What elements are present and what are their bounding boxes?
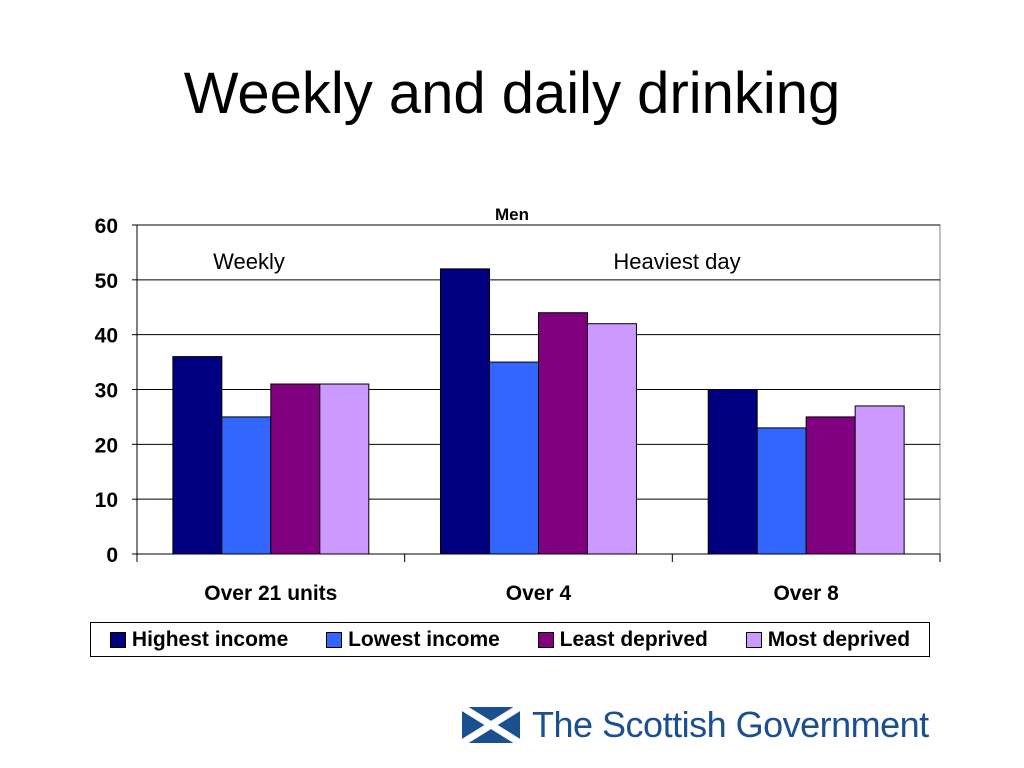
- legend-swatch: [537, 631, 554, 648]
- x-tick-labels: Over 21 units Over 4 Over 8: [204, 582, 839, 605]
- bar-highest-income: [440, 268, 491, 555]
- legend-swatch: [109, 631, 126, 648]
- slide-title: Weekly and daily drinking: [183, 61, 841, 126]
- legend-item-lowest-income: Lowest income: [326, 628, 500, 652]
- x-tick-label: Over 21 units: [204, 582, 337, 605]
- bar-most-deprived: [854, 405, 905, 555]
- scottish-government-logo: The Scottish Government: [462, 704, 929, 746]
- saltire-flag-icon: [462, 707, 520, 743]
- y-tick-label: 20: [95, 434, 118, 457]
- y-tick-label: 50: [95, 270, 118, 293]
- legend-item-most-deprived: Most deprived: [745, 627, 911, 652]
- y-tick-label: 0: [106, 544, 118, 567]
- legend-label: Highest income: [131, 627, 289, 651]
- axes: [132, 224, 941, 562]
- y-tick-label: 60: [95, 215, 118, 238]
- annotation-weekly: Weekly: [213, 249, 285, 274]
- legend-item-highest-income: Highest income: [109, 627, 289, 652]
- bar-lowest-income: [756, 427, 807, 555]
- bars: [172, 268, 905, 555]
- x-tick-label: Over 4: [506, 582, 572, 605]
- logo-text: The Scottish Government: [532, 704, 929, 745]
- x-tick-label: Over 8: [773, 582, 839, 605]
- y-tick-labels: 0 10 20 30 40 50 60: [95, 215, 118, 567]
- bar-lowest-income: [489, 361, 539, 555]
- bar-lowest-income: [221, 416, 272, 555]
- chart-title: Men: [495, 205, 529, 224]
- bar-least-deprived: [805, 416, 856, 555]
- bar-least-deprived: [538, 312, 588, 555]
- bar-most-deprived: [319, 383, 370, 555]
- bar-least-deprived: [270, 383, 321, 555]
- legend-swatch: [326, 631, 343, 648]
- bar-highest-income: [707, 389, 758, 555]
- legend-label: Lowest income: [348, 627, 500, 651]
- bar-most-deprived: [586, 323, 637, 555]
- legend-item-least-deprived: Least deprived: [537, 627, 708, 652]
- y-tick-label: 30: [95, 380, 118, 403]
- legend-label: Most deprived: [767, 627, 911, 651]
- legend-label: Least deprived: [559, 627, 708, 651]
- legend: Highest income Lowest income Least depri…: [90, 622, 930, 657]
- bar-highest-income: [172, 356, 223, 555]
- annotation-heaviest-day: Heaviest day: [613, 249, 740, 274]
- legend-swatch: [745, 631, 762, 648]
- y-tick-label: 10: [95, 489, 118, 512]
- y-tick-label: 40: [95, 325, 118, 348]
